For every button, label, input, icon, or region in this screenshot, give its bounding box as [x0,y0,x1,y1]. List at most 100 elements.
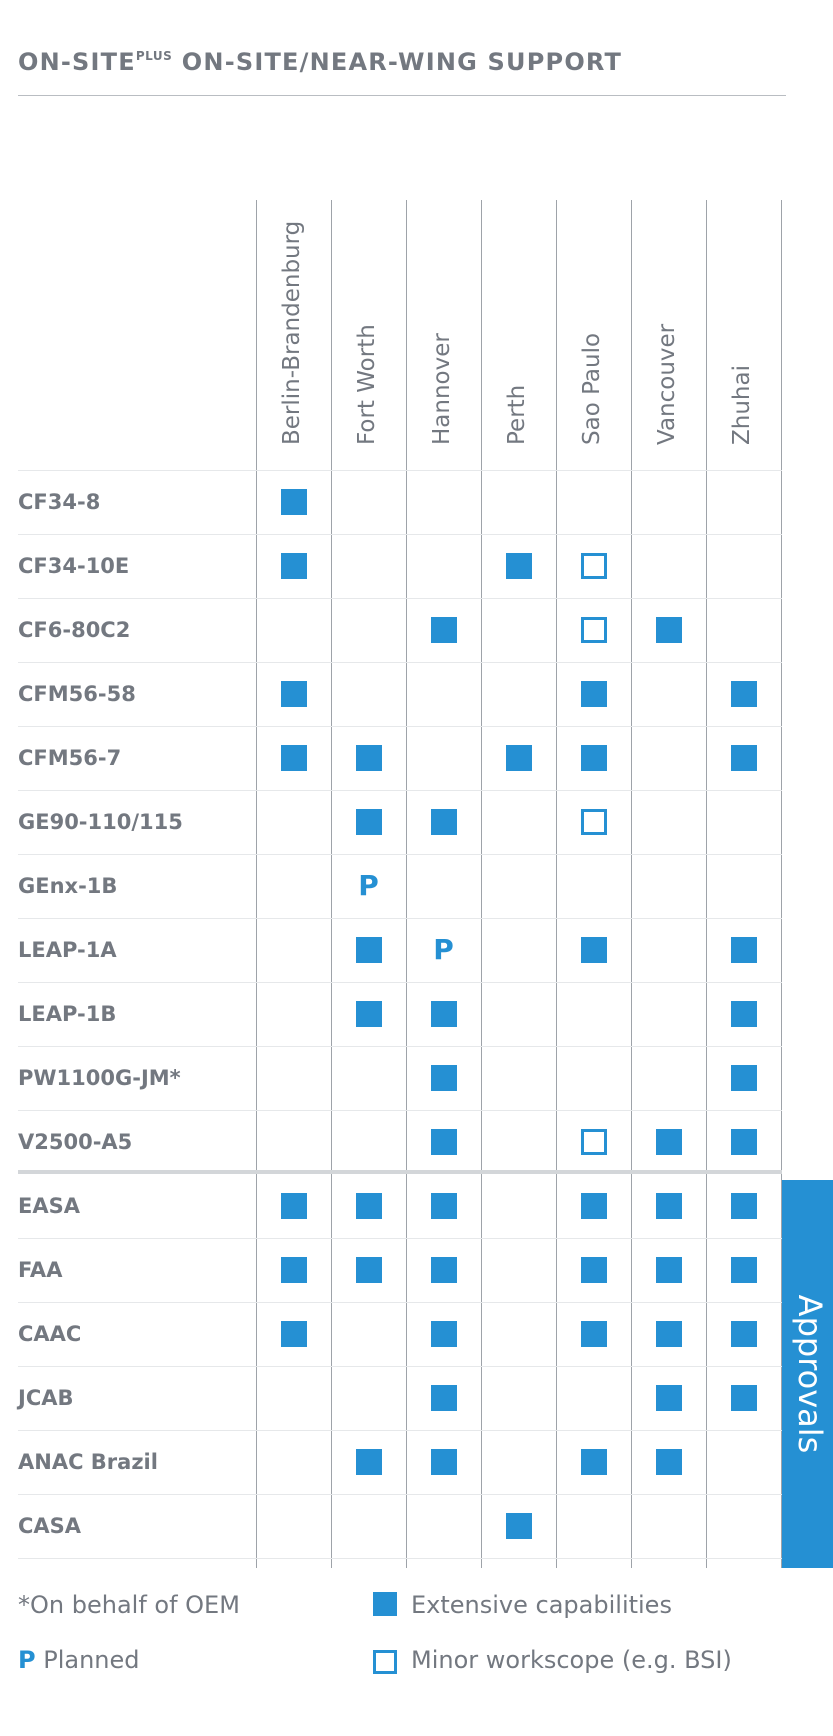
column-header: Hannover [429,333,455,445]
row-divider [18,1238,782,1239]
row-divider [18,1110,782,1111]
extensive-capability-mark [355,809,382,835]
extensive-capability-mark [580,681,607,707]
extensive-capability-mark [580,745,607,771]
row-label: CF34-10E [18,554,130,578]
grid-vline [556,200,557,1568]
extensive-capability-mark [280,745,307,771]
extensive-capability-mark [430,1001,457,1027]
extensive-capability-mark [355,1449,382,1475]
grid-vline [781,200,782,1568]
row-divider [18,1170,782,1174]
row-label: EASA [18,1194,80,1218]
extensive-capability-mark [355,1257,382,1283]
row-divider [18,1494,782,1495]
row-divider [18,1558,782,1559]
minor-workscope-mark [580,617,607,643]
extensive-capability-mark [730,937,757,963]
extensive-capability-mark [730,681,757,707]
extensive-capability-mark [355,1001,382,1027]
extensive-capability-mark [430,1129,457,1155]
grid-vline [481,200,482,1568]
extensive-capability-mark [430,809,457,835]
planned-mark: P [358,869,379,902]
legend-planned-label: Planned [43,1646,140,1674]
page-title: ON-SITEPLUS ON-SITE/NEAR-WING SUPPORT [18,48,623,76]
planned-mark: P [433,933,454,966]
extensive-capability-mark [430,1385,457,1411]
legend-extensive-label: Extensive capabilities [411,1591,672,1619]
row-divider [18,662,782,663]
column-header: Fort Worth [354,324,380,445]
extensive-capability-mark [280,1321,307,1347]
extensive-capability-mark [655,1449,682,1475]
grid-vline [406,200,407,1568]
extensive-capability-mark [655,617,682,643]
planned-symbol: P [18,1646,36,1674]
extensive-capability-mark [280,1257,307,1283]
extensive-capability-mark [730,1385,757,1411]
extensive-capability-mark [580,1321,607,1347]
grid-vline [256,200,257,1568]
row-divider [18,918,782,919]
legend-extensive-swatch [373,1592,397,1616]
row-divider [18,1046,782,1047]
row-divider [18,726,782,727]
extensive-capability-mark [280,553,307,579]
column-header: Perth [504,384,530,445]
row-label: FAA [18,1258,63,1282]
column-header: Vancouver [654,323,680,445]
row-label: CF34-8 [18,490,101,514]
row-divider [18,1430,782,1431]
approvals-label: Approvals [791,1294,829,1454]
row-divider [18,790,782,791]
extensive-capability-mark [655,1257,682,1283]
row-divider [18,1366,782,1367]
row-divider [18,1302,782,1303]
extensive-capability-mark [280,489,307,515]
extensive-capability-mark [355,1193,382,1219]
extensive-capability-mark [580,937,607,963]
row-divider [18,854,782,855]
extensive-capability-mark [655,1193,682,1219]
extensive-capability-mark [430,1449,457,1475]
extensive-capability-mark [655,1321,682,1347]
legend-minor-swatch [373,1650,397,1674]
row-label: PW1100G-JM* [18,1066,181,1090]
extensive-capability-mark [280,1193,307,1219]
minor-workscope-mark [580,809,607,835]
row-divider [18,534,782,535]
extensive-capability-mark [580,1449,607,1475]
extensive-capability-mark [580,1257,607,1283]
row-divider [18,982,782,983]
extensive-capability-mark [430,1065,457,1091]
grid-vline [706,200,707,1568]
extensive-capability-mark [655,1129,682,1155]
extensive-capability-mark [355,937,382,963]
extensive-capability-mark [730,1001,757,1027]
approvals-band [782,1180,833,1568]
row-divider [18,598,782,599]
row-label: JCAB [18,1386,74,1410]
extensive-capability-mark [430,1193,457,1219]
row-label: ANAC Brazil [18,1450,158,1474]
row-label: CASA [18,1514,82,1538]
row-label: LEAP-1A [18,938,117,962]
grid-vline [331,200,332,1568]
extensive-capability-mark [730,1193,757,1219]
legend-oem-note: *On behalf of OEM [18,1591,240,1619]
extensive-capability-mark [505,1513,532,1539]
extensive-capability-mark [655,1385,682,1411]
extensive-capability-mark [280,681,307,707]
title-divider [18,95,786,96]
legend-planned: P Planned [18,1646,140,1674]
row-label: CFM56-58 [18,682,136,706]
row-label: CAAC [18,1322,82,1346]
extensive-capability-mark [730,1257,757,1283]
extensive-capability-mark [505,745,532,771]
row-label: GEnx-1B [18,874,118,898]
column-header: Berlin-Brandenburg [279,220,305,445]
column-header: Sao Paulo [579,332,605,445]
extensive-capability-mark [730,1065,757,1091]
